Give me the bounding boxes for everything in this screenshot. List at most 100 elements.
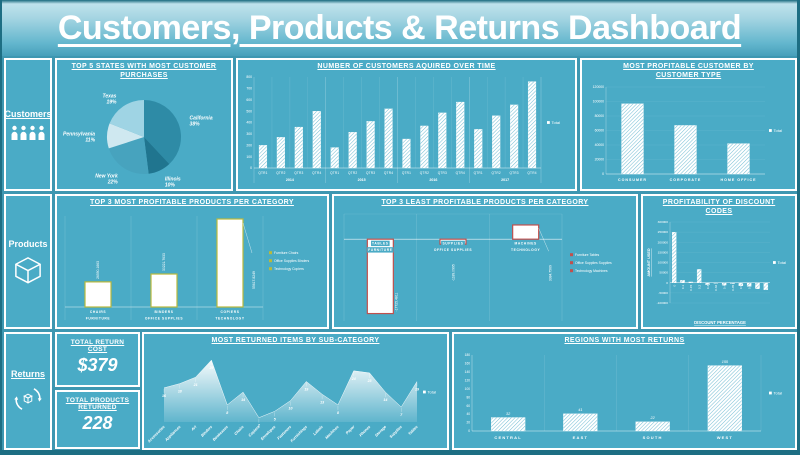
svg-text:EAST: EAST (573, 435, 588, 440)
svg-text:QTR1: QTR1 (474, 171, 483, 175)
sidebar-item-customers[interactable]: Customers (4, 108, 52, 119)
svg-text:Phones: Phones (359, 425, 372, 438)
svg-text:Total: Total (428, 389, 437, 394)
frame-edge-bottom (0, 450, 800, 455)
svg-text:Bookcases: Bookcases (212, 425, 229, 442)
svg-text:Office Supplies Supplies: Office Supplies Supplies (575, 261, 612, 265)
sidebar-item-products: Products (8, 238, 48, 249)
svg-text:23: 23 (367, 379, 372, 383)
svg-text:CHAIRS: CHAIRS (90, 310, 106, 314)
svg-text:Machines: Machines (325, 425, 340, 440)
svg-text:13: 13 (320, 400, 324, 404)
svg-text:300: 300 (246, 132, 252, 136)
svg-text:OFFICE SUPPLIES: OFFICE SUPPLIES (145, 316, 184, 320)
svg-text:155: 155 (722, 360, 729, 364)
svg-text:QTR3: QTR3 (294, 171, 303, 175)
svg-text:5: 5 (274, 417, 277, 421)
svg-text:0.32: 0.32 (714, 284, 718, 290)
svg-text:60: 60 (466, 404, 470, 408)
svg-text:Supplies: Supplies (389, 425, 403, 439)
svg-text:2015: 2015 (358, 178, 366, 182)
svg-text:BINDERS: BINDERS (154, 310, 173, 314)
svg-text:Labels: Labels (312, 425, 323, 436)
bar-chart-customers-acquired: 0 100 200 300 400 500 600 700 800 QTR1 QTR2 QTR3 QTR… (246, 75, 560, 183)
svg-text:29: 29 (208, 366, 213, 370)
svg-text:Total: Total (778, 259, 787, 264)
svg-text:19%: 19% (106, 99, 117, 105)
svg-text:19: 19 (304, 387, 308, 391)
sidebar-item-returns[interactable]: Returns (10, 369, 45, 379)
svg-text:0: 0 (250, 166, 252, 170)
svg-text:Storage: Storage (374, 425, 387, 438)
svg-text:150000: 150000 (658, 250, 669, 254)
svg-text:0.5: 0.5 (739, 284, 743, 289)
chart-title-regions-returns: REGIONS WITH MOST RETURNS (564, 337, 685, 344)
svg-text:FURNITURE: FURNITURE (368, 248, 393, 252)
kpi-title-return-cost: TOTAL RETURN COST (70, 339, 125, 353)
svg-text:QTR4: QTR4 (312, 171, 321, 175)
svg-text:600: 600 (246, 98, 252, 102)
chart-title-discount-codes: PROFITABILITY OF DISCOUNT CODES (662, 199, 776, 215)
svg-text:Appliances: Appliances (164, 425, 182, 443)
svg-text:200000: 200000 (658, 240, 669, 244)
svg-text:QTR2: QTR2 (420, 171, 429, 175)
svg-text:180: 180 (465, 353, 471, 357)
svg-text:11%: 11% (85, 137, 95, 143)
svg-text:QTR3: QTR3 (509, 171, 518, 175)
svg-text:Envelopes: Envelopes (260, 425, 276, 441)
sidebar-section-products: Products (4, 194, 52, 329)
svg-text:TECHNOLOGY: TECHNOLOGY (511, 248, 540, 252)
svg-text:FURNITURE: FURNITURE (86, 316, 111, 320)
panel-most-profitable-products: TOP 3 MOST PROFITABLE PRODUCTS PER CATEG… (55, 194, 329, 329)
svg-text:QTR2: QTR2 (492, 171, 501, 175)
svg-text:0.6: 0.6 (747, 284, 751, 289)
svg-text:26590.1663: 26590.1663 (96, 261, 100, 279)
svg-text:Total: Total (774, 127, 783, 132)
svg-text:California: California (190, 115, 213, 121)
svg-text:AMOUNT USED: AMOUNT USED (647, 248, 651, 277)
dashboard-title: Customers, Products & Returns Dashboard (57, 8, 742, 47)
svg-text:2017: 2017 (501, 178, 509, 182)
svg-text:Office Supplies Binders: Office Supplies Binders (274, 259, 309, 263)
kpi-total-products-returned: TOTAL PRODUCTS RETURNED 228 (55, 390, 140, 449)
chart-title-top5-states: TOP 5 STATES WITH MOST CUSTOMER PURCHASE… (71, 63, 217, 79)
svg-text:0.4: 0.4 (722, 284, 726, 289)
svg-text:QTR2: QTR2 (348, 171, 357, 175)
svg-text:0.3: 0.3 (706, 284, 710, 289)
chart-title-least-profitable-products: TOP 3 LEAST PROFITABLE PRODUCTS PER CATE… (381, 199, 589, 206)
kpi-title-products-returned: TOTAL PRODUCTS RETURNED (65, 397, 130, 411)
svg-text:80000: 80000 (595, 114, 605, 118)
svg-text:0: 0 (602, 172, 604, 176)
bar-chart-discount-codes: -100000 -50000 0 50000 100000 150000 200000 250… (647, 220, 787, 325)
svg-text:WEST: WEST (717, 435, 733, 440)
panel-discount-codes: PROFITABILITY OF DISCOUNT CODES -100000-… (641, 194, 797, 329)
svg-text:10: 10 (289, 406, 293, 410)
svg-text:400: 400 (246, 120, 252, 124)
svg-text:QTR4: QTR4 (527, 171, 536, 175)
svg-text:2016: 2016 (429, 178, 437, 182)
svg-text:700: 700 (246, 86, 252, 90)
chart-title-most-profitable-products: TOP 3 MOST PROFITABLE PRODUCTS PER CATEG… (90, 199, 294, 206)
svg-text:Total: Total (774, 390, 783, 395)
svg-text:41: 41 (578, 408, 582, 412)
svg-text:TABLES: TABLES (372, 241, 389, 245)
svg-text:QTR4: QTR4 (384, 171, 393, 175)
svg-text:140: 140 (465, 370, 471, 374)
svg-text:100000: 100000 (593, 99, 604, 103)
svg-text:COPIERS: COPIERS (220, 310, 239, 314)
bar-chart-customer-type: 0 20000 40000 60000 80000 100000 120000 CONSUME… (593, 85, 783, 182)
svg-text:2: 2 (257, 423, 260, 427)
svg-text:80: 80 (466, 395, 470, 399)
panel-least-profitable-products: TOP 3 LEAST PROFITABLE PRODUCTS PER CATE… (332, 194, 638, 329)
sidebar-section-customers: Customers (4, 58, 52, 191)
svg-text:0.1: 0.1 (681, 284, 685, 289)
svg-text:0.7: 0.7 (756, 284, 760, 289)
svg-text:Accessories: Accessories (146, 425, 165, 444)
svg-text:20: 20 (466, 420, 470, 424)
svg-text:DISCOUNT PERCENTAGE: DISCOUNT PERCENTAGE (694, 320, 746, 325)
svg-text:Furnishings: Furnishings (290, 425, 308, 443)
svg-text:250000: 250000 (658, 230, 669, 234)
svg-text:8: 8 (226, 411, 228, 415)
return-cycle-icon (14, 388, 42, 410)
